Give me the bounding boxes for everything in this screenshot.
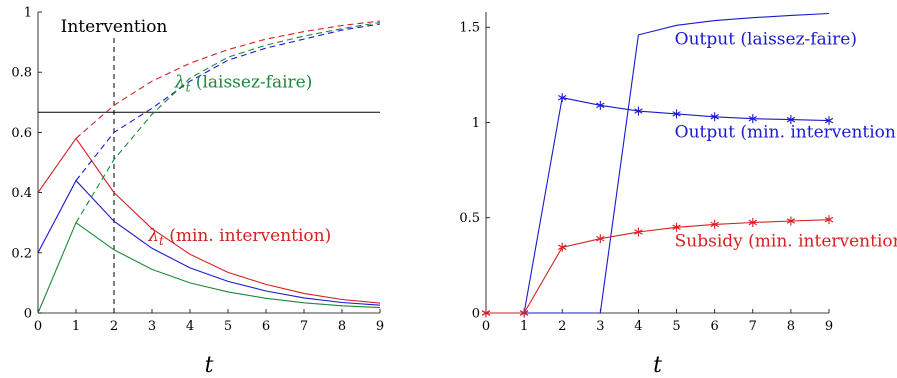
left-x-tick-label: 3 xyxy=(148,319,156,334)
left-y-tick-label: 1 xyxy=(24,6,32,21)
right-x-tick-label: 8 xyxy=(787,319,795,334)
left-series-0-line xyxy=(37,137,381,304)
left-x-tick-label: 5 xyxy=(224,319,232,334)
right-x-tick-label: 0 xyxy=(482,319,490,334)
right-series-2-point xyxy=(824,215,834,225)
left-series-5-line xyxy=(75,21,381,223)
left-annotation-0: λt (laissez-faire) xyxy=(174,72,313,94)
right-annotation-2: Subsidy (min. intervention) xyxy=(675,231,897,251)
right-series-1-point xyxy=(824,116,834,126)
left-x-tick-label: 6 xyxy=(262,319,270,334)
right-x-tick-label: 7 xyxy=(749,319,757,334)
right-x-tick-label: 4 xyxy=(634,319,642,334)
right-x-tick-label: 5 xyxy=(672,319,680,334)
left-x-tick-label: 0 xyxy=(34,319,42,334)
right-series-1-point xyxy=(558,93,567,103)
right-series-2-point xyxy=(748,218,757,228)
right-y-tick-label: 1.5 xyxy=(459,21,480,36)
left-y-tick-label: 0.2 xyxy=(11,246,32,261)
left-x-tick-label: 8 xyxy=(338,319,346,334)
right-series-1-line xyxy=(486,97,830,314)
right-y-tick-label: 0 xyxy=(472,307,480,322)
right-series-1-point xyxy=(634,106,643,116)
right-annotation-0: Output (laissez-faire) xyxy=(675,29,857,49)
left-x-tick-label: 4 xyxy=(186,319,194,334)
right-series-2-point xyxy=(519,308,529,318)
right-series-1-point xyxy=(596,100,605,110)
left-y-tick-label: 0.8 xyxy=(11,66,32,81)
right-y-tick-label: 1 xyxy=(472,116,480,131)
left-chart: 0 1 2 3 4 5 6 7 8 9 0 0.2 0.4 0.6 0.8 1 t Intervention λt … xyxy=(11,6,384,378)
right-x-tick-label: 6 xyxy=(711,319,719,334)
left-y-tick-label: 0.4 xyxy=(11,186,32,201)
right-series-2-point xyxy=(710,219,719,229)
right-x-tick-label: 9 xyxy=(825,319,833,334)
intervention-label: Intervention xyxy=(61,17,168,37)
right-annotation-1: Output (min. intervention) xyxy=(675,123,897,143)
left-series-2-line xyxy=(37,221,381,314)
right-series-1-point xyxy=(786,115,796,125)
right-series-0-line xyxy=(486,12,830,314)
left-x-tick-label: 7 xyxy=(300,319,308,334)
right-series-2-point xyxy=(672,222,681,232)
left-x-tick-label: 1 xyxy=(72,319,80,334)
right-y-tick-label: 0.5 xyxy=(459,211,480,226)
right-x-axis-label: t xyxy=(653,353,662,378)
right-series-2-point xyxy=(558,242,567,252)
left-series-1-line xyxy=(37,179,381,306)
left-y-tick-label: 0.6 xyxy=(11,126,32,141)
right-series-2-point xyxy=(481,308,491,318)
left-series-3-line xyxy=(75,20,381,139)
left-x-tick-label: 9 xyxy=(376,319,384,334)
right-series-2-point xyxy=(786,216,796,226)
right-x-tick-label: 2 xyxy=(558,319,566,334)
right-series-2-point xyxy=(596,234,605,244)
left-annotation-1: λt (min. intervention) xyxy=(147,226,331,248)
left-x-tick-label: 2 xyxy=(110,319,118,334)
right-x-tick-label: 1 xyxy=(520,319,528,334)
right-series-2-line xyxy=(486,219,830,314)
left-series-4-line xyxy=(75,23,381,181)
left-y-tick-label: 0 xyxy=(24,307,32,322)
right-series-2-point xyxy=(634,227,643,237)
right-x-tick-label: 3 xyxy=(596,319,604,334)
right-series-1-point xyxy=(710,112,719,122)
right-series-1-point xyxy=(672,109,681,119)
right-series-1-point xyxy=(748,114,757,124)
left-x-axis-label: t xyxy=(205,353,214,378)
right-chart: 0 1 2 3 4 5 6 7 8 9 0 0.5 1 1.5 t Output (laissez-faire… xyxy=(459,12,897,378)
